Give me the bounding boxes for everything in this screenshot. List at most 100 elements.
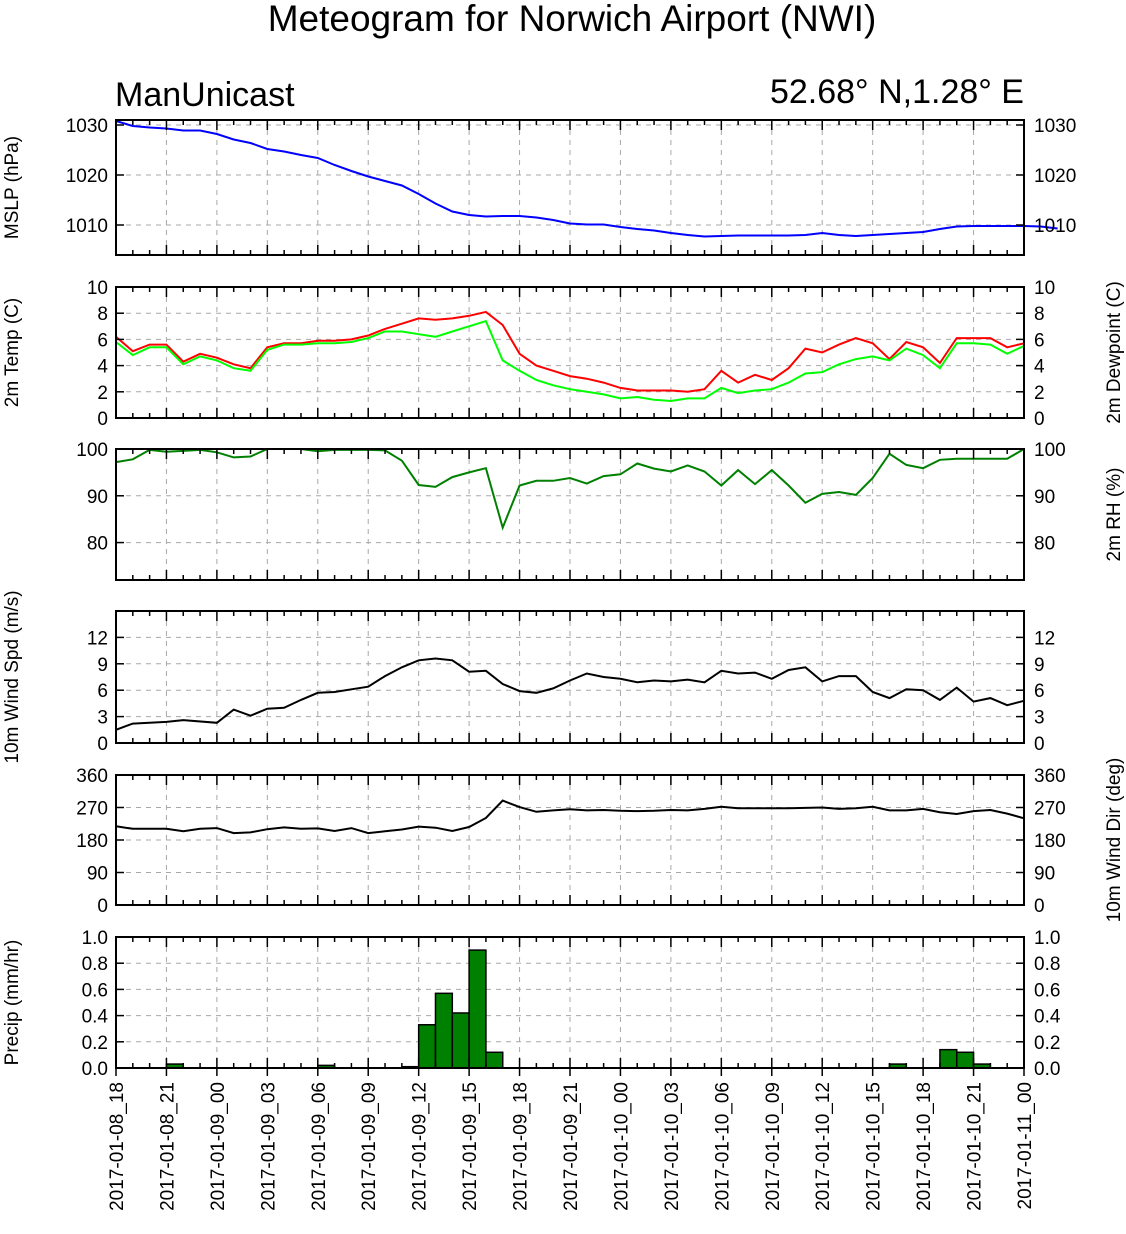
precip-bar	[468, 949, 487, 1069]
y-tick-label-right: 80	[1034, 534, 1055, 555]
y-tick-label-right: 0.8	[1034, 954, 1060, 975]
y-axis-title-right: 10m Wind Dir (deg)	[1104, 758, 1125, 923]
temp-series-line	[115, 319, 1025, 403]
y-tick-label-left: 1.0	[82, 928, 108, 949]
y-tick-label-right: 100	[1034, 440, 1066, 461]
y-tick-label-left: 0.6	[82, 980, 108, 1001]
panel-precip: 0.0 0.0 0.2 0.2 0.4 0.4 0.6 0.6 0.8 0.8 1.0 1.0 Prec…	[2, 928, 1061, 1080]
y-tick-label-right: 2	[1034, 383, 1045, 404]
y-axis-title-right: 2m RH (%)	[1104, 468, 1125, 562]
precip-bar	[434, 992, 454, 1069]
model-name: ManUnicast	[115, 76, 295, 114]
panel-wspd: 0 0 3 3 6 6 9 9 12 12 10m Wind Spd (m/s)	[2, 590, 1055, 763]
y-tick-label-right: 1.0	[1034, 928, 1060, 949]
y-tick-label-left: 2	[97, 383, 108, 404]
temp-series-line	[115, 310, 1025, 393]
y-tick-label-right: 1030	[1034, 116, 1076, 137]
y-axis-title-right: 2m Dewpoint (C)	[1104, 281, 1125, 424]
y-tick-label-left: 0.2	[82, 1033, 108, 1054]
y-tick-label-right: 1020	[1034, 166, 1076, 187]
y-tick-label-left: 0.4	[82, 1007, 109, 1028]
x-tick-label: 2017-01-10_06	[712, 1082, 733, 1211]
y-tick-label-right: 4	[1034, 357, 1045, 378]
y-tick-label-left: 100	[76, 440, 108, 461]
y-tick-label-right: 3	[1034, 708, 1045, 729]
mslp-series-line	[115, 120, 1058, 238]
y-tick-label-left: 270	[76, 799, 108, 820]
y-tick-label-left: 1030	[66, 116, 108, 137]
y-tick-label-left: 180	[76, 831, 108, 852]
location-coordinates: 52.68° N,1.28° E	[770, 73, 1024, 111]
precip-bar	[451, 1012, 470, 1069]
y-tick-label-left: 0	[97, 896, 108, 917]
x-tick-label: 2017-01-08_18	[107, 1082, 128, 1211]
y-tick-label-right: 0.4	[1034, 1007, 1061, 1028]
x-tick-label: 2017-01-09_18	[511, 1082, 532, 1211]
chart-title: Meteogram for Norwich Airport (NWI)	[268, 0, 877, 39]
y-axis-title-left: Precip (mm/hr)	[2, 940, 23, 1066]
y-tick-label-left: 6	[97, 330, 108, 351]
y-tick-label-left: 9	[97, 655, 108, 676]
y-tick-label-right: 6	[1034, 681, 1045, 702]
panel-rh: 80 80 90 90 100 100 2m RH (%)	[76, 440, 1125, 581]
y-tick-label-right: 0	[1034, 409, 1045, 430]
y-tick-label-right: 10	[1034, 278, 1055, 299]
y-tick-label-left: 0	[97, 734, 108, 755]
panel-wdir: 0 0 90 90 180 180 270 270 360 360 10m Wind Dir (de…	[76, 758, 1125, 923]
x-tick-label: 2017-01-11_00	[1015, 1082, 1036, 1209]
x-tick-label: 2017-01-10_15	[864, 1082, 885, 1211]
y-tick-label-left: 0	[97, 409, 108, 430]
y-tick-label-right: 180	[1034, 831, 1066, 852]
x-tick-label: 2017-01-10_03	[662, 1082, 683, 1211]
y-tick-label-left: 10	[87, 278, 108, 299]
precip-bar	[485, 1051, 504, 1069]
x-tick-label: 2017-01-10_21	[965, 1082, 986, 1211]
wspd-series-line	[115, 657, 1025, 731]
y-tick-label-right: 1010	[1034, 216, 1076, 237]
panel-temp: 0 0 2 2 4 4 6 6 8 8 10 10 2m Temp (C) 2m Dewpoint (C)	[2, 278, 1125, 430]
y-tick-label-right: 0	[1034, 734, 1045, 755]
panel-mslp: 1010 1010 1020 1020 1030 1030 MSLP (hPa)	[2, 116, 1076, 256]
y-tick-label-right: 6	[1034, 330, 1045, 351]
y-tick-label-right: 0	[1034, 896, 1045, 917]
x-tick-label: 2017-01-09_00	[208, 1082, 229, 1211]
x-tick-label: 2017-01-10_12	[813, 1082, 834, 1211]
y-tick-label-left: 1020	[66, 166, 108, 187]
y-tick-label-left: 360	[76, 766, 108, 787]
y-tick-label-left: 80	[87, 534, 108, 555]
precip-bar	[939, 1048, 958, 1069]
y-tick-label-right: 0.6	[1034, 980, 1060, 1001]
x-tick-label: 2017-01-09_15	[460, 1082, 481, 1211]
x-tick-label: 2017-01-09_06	[309, 1082, 330, 1211]
x-tick-label: 2017-01-08_21	[157, 1082, 178, 1211]
x-tick-label: 2017-01-09_03	[258, 1082, 279, 1211]
y-tick-label-right: 360	[1034, 766, 1066, 787]
y-tick-label-right: 270	[1034, 799, 1066, 820]
y-axis-title-left: 10m Wind Spd (m/s)	[2, 590, 23, 763]
y-tick-label-left: 8	[97, 304, 108, 325]
y-tick-label-left: 90	[87, 487, 108, 508]
y-tick-label-right: 9	[1034, 655, 1045, 676]
precip-bar	[955, 1051, 975, 1069]
y-tick-label-left: 12	[87, 628, 108, 649]
x-tick-label: 2017-01-10_00	[611, 1082, 632, 1211]
x-tick-label: 2017-01-10_09	[763, 1082, 784, 1211]
y-tick-label-right: 90	[1034, 487, 1055, 508]
y-tick-label-left: 90	[87, 864, 108, 885]
y-tick-label-left: 0.8	[82, 954, 108, 975]
x-tick-label: 2017-01-09_12	[410, 1082, 431, 1211]
x-tick-label: 2017-01-10_18	[914, 1082, 935, 1211]
y-tick-label-left: 4	[97, 357, 108, 378]
y-axis-title-left: 2m Temp (C)	[2, 298, 23, 407]
x-tick-label: 2017-01-09_09	[359, 1082, 380, 1211]
precip-bar	[417, 1024, 437, 1069]
y-tick-label-left: 6	[97, 681, 108, 702]
x-tick-label: 2017-01-09_21	[561, 1082, 582, 1211]
y-axis-title-left: MSLP (hPa)	[2, 136, 23, 239]
y-tick-label-right: 0.2	[1034, 1033, 1060, 1054]
y-tick-label-left: 0.0	[82, 1059, 108, 1080]
y-tick-label-right: 8	[1034, 304, 1045, 325]
y-tick-label-right: 0.0	[1034, 1059, 1060, 1080]
wdir-series-line	[115, 799, 1025, 835]
